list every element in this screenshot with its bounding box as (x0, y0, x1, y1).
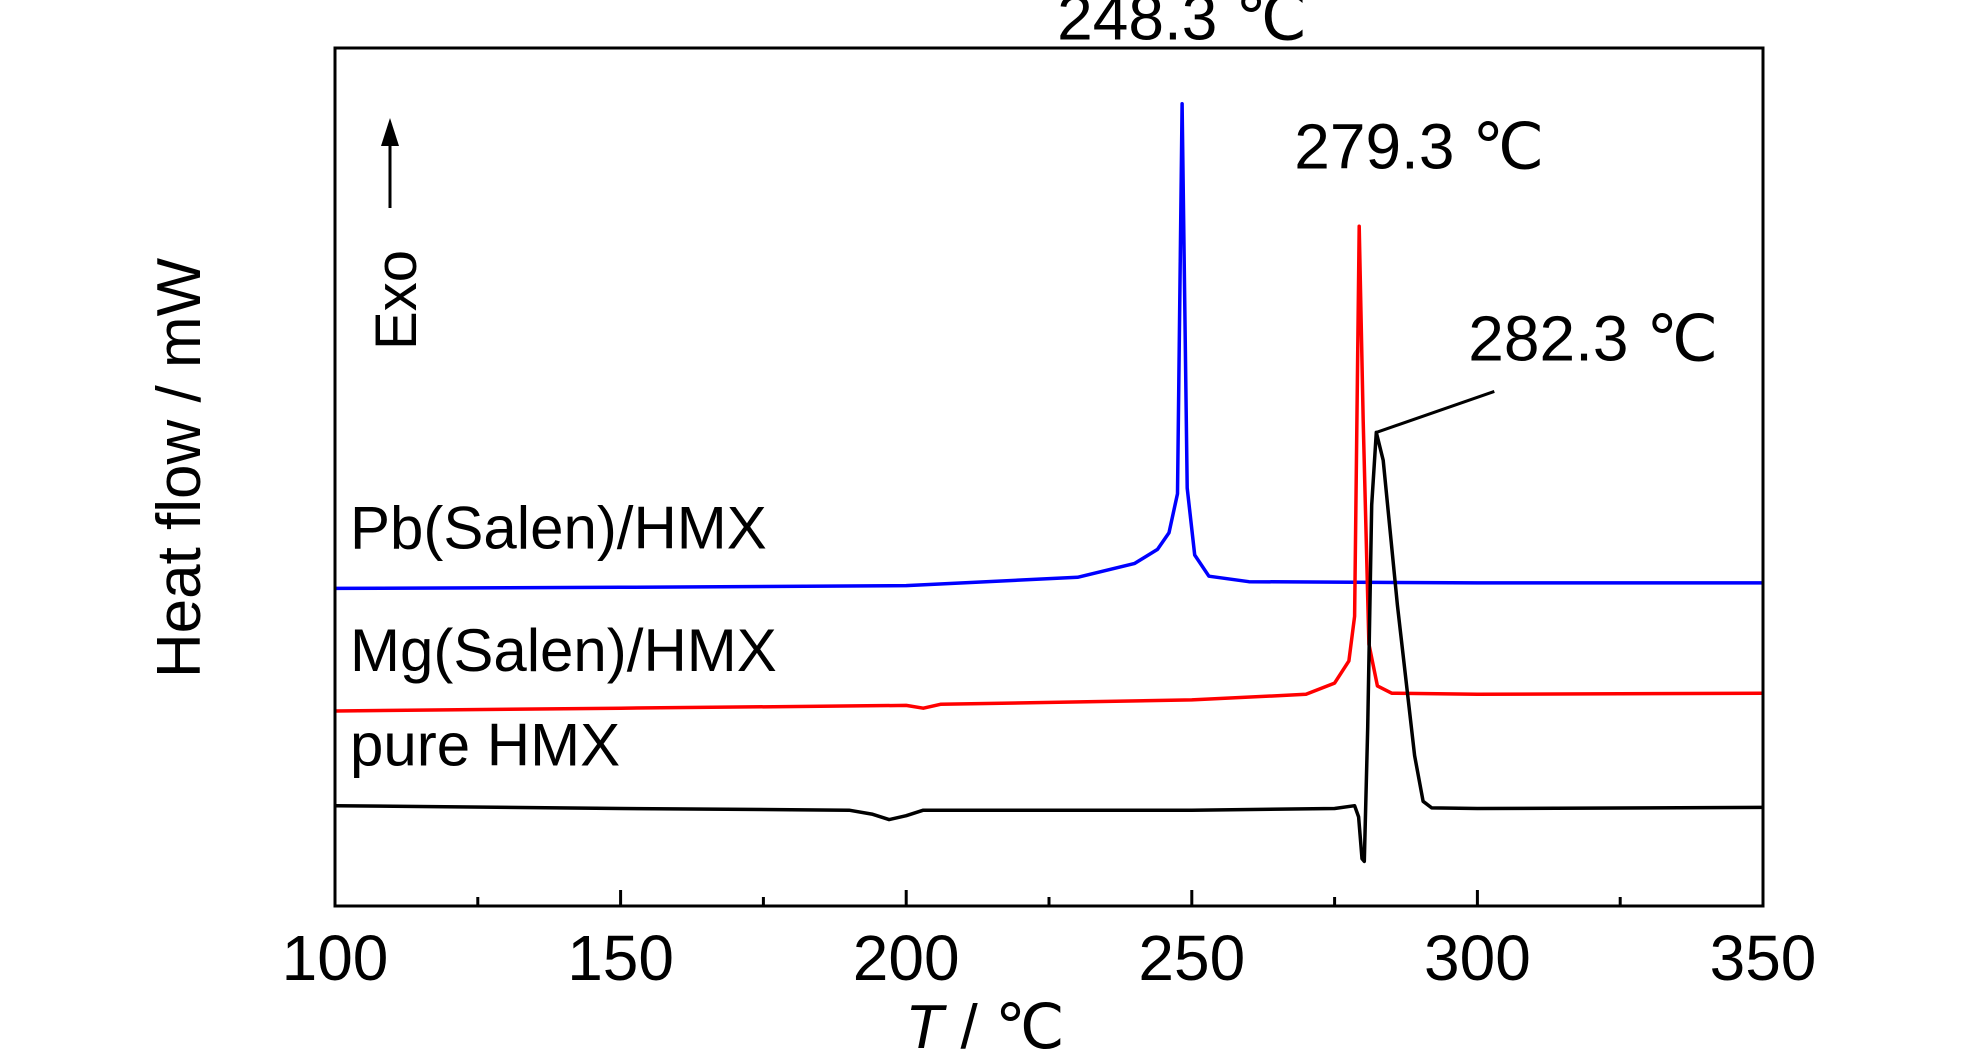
peak-label-279: 279.3 ℃ (1294, 110, 1544, 182)
y-axis-title: Heat flow / mW (145, 257, 214, 678)
x-axis-title-symbol: T (905, 993, 947, 1062)
exo-arrow-icon (381, 118, 399, 146)
x-tick-label: 250 (1138, 922, 1245, 994)
series-labels: Pb(Salen)/HMX Mg(Salen)/HMX pure HMX (350, 494, 777, 778)
exo-indicator: Exo (364, 118, 429, 350)
x-tick-label: 300 (1424, 922, 1531, 994)
x-tick-label: 350 (1710, 922, 1817, 994)
series-line-1 (334, 224, 1764, 713)
peak-label-282: 282.3 ℃ (1468, 302, 1718, 374)
series-label-2: pure HMX (350, 712, 620, 779)
x-tick-label: 150 (567, 922, 674, 994)
x-axis: 100 150 200 250 300 350 (282, 890, 1817, 994)
x-axis-title: T / ℃ (905, 993, 1064, 1062)
peak-label-248: 248.3 ℃ (1057, 0, 1307, 54)
series-label-0: Pb(Salen)/HMX (350, 494, 767, 561)
series-line-0 (334, 101, 1763, 591)
x-tick-label: 100 (282, 922, 389, 994)
x-axis-title-unit: / ℃ (943, 993, 1064, 1062)
x-tick-label: 200 (853, 922, 960, 994)
series-layer (334, 101, 1764, 864)
exo-label: Exo (364, 250, 429, 350)
peak-annotations: 248.3 ℃ 279.3 ℃ 282.3 ℃ (1057, 0, 1718, 434)
series-label-1: Mg(Salen)/HMX (350, 617, 777, 684)
series-line-2 (334, 430, 1764, 864)
peak-leader-line (1375, 390, 1495, 434)
